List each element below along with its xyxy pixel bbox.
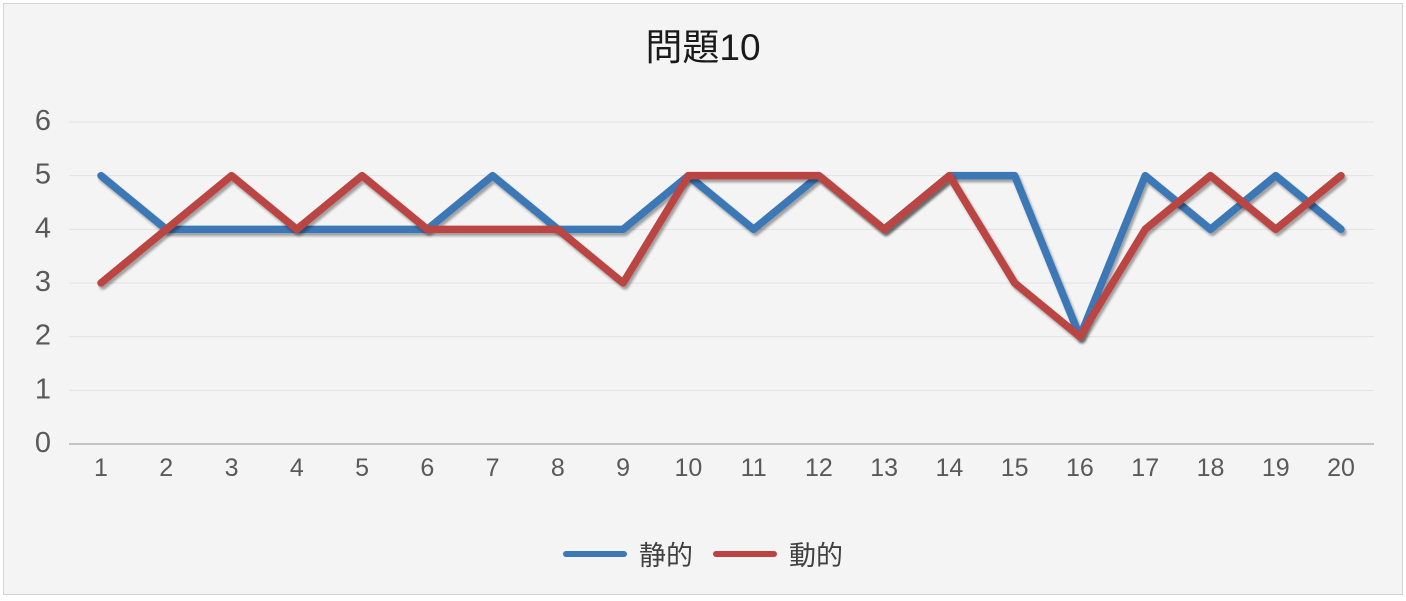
svg-text:3: 3	[225, 454, 239, 482]
svg-text:15: 15	[1001, 454, 1029, 482]
svg-text:10: 10	[674, 454, 702, 482]
svg-text:18: 18	[1197, 454, 1225, 482]
svg-text:17: 17	[1131, 454, 1159, 482]
svg-text:6: 6	[35, 105, 51, 137]
svg-text:2: 2	[35, 320, 51, 352]
svg-text:4: 4	[290, 454, 304, 482]
svg-text:7: 7	[486, 454, 500, 482]
svg-text:3: 3	[35, 266, 51, 298]
svg-text:4: 4	[35, 212, 51, 244]
svg-text:20: 20	[1327, 454, 1355, 482]
svg-text:2: 2	[159, 454, 173, 482]
svg-text:1: 1	[35, 373, 51, 405]
svg-text:14: 14	[936, 454, 964, 482]
svg-text:0: 0	[35, 427, 51, 459]
svg-text:19: 19	[1262, 454, 1290, 482]
svg-text:9: 9	[616, 454, 630, 482]
svg-text:13: 13	[870, 454, 898, 482]
svg-text:6: 6	[420, 454, 434, 482]
svg-text:5: 5	[35, 159, 51, 191]
svg-text:12: 12	[805, 454, 833, 482]
svg-text:1: 1	[94, 454, 108, 482]
svg-text:8: 8	[551, 454, 565, 482]
svg-text:5: 5	[355, 454, 369, 482]
svg-text:11: 11	[741, 454, 767, 482]
svg-text:16: 16	[1066, 454, 1094, 482]
